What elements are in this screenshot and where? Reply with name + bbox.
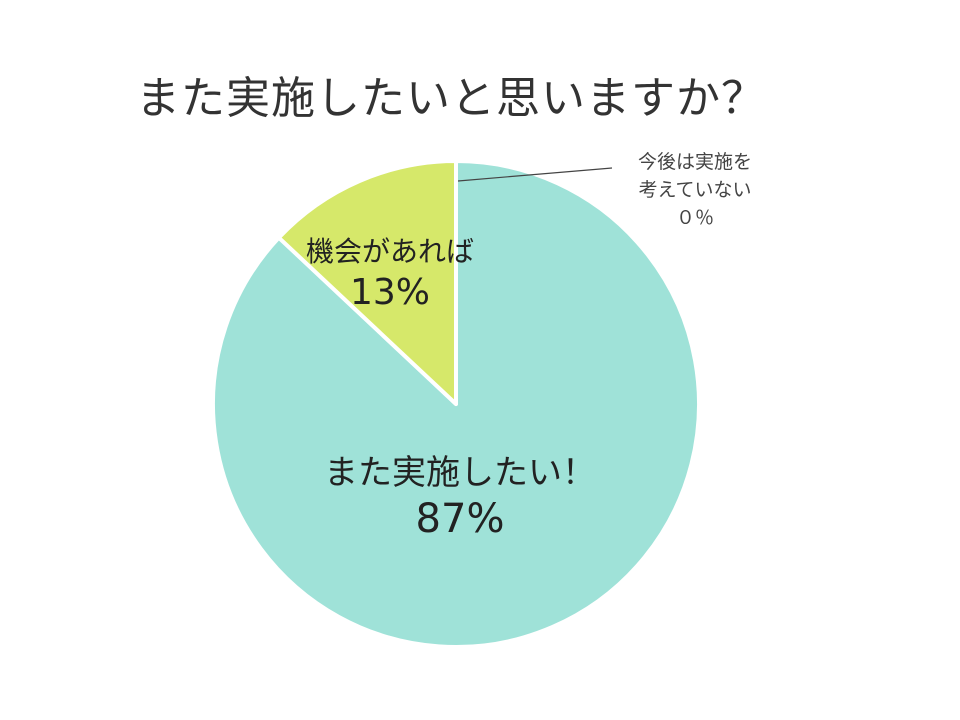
data-label-maybe: 機会があれば 13% <box>280 234 500 316</box>
slice-value-none: ０％ <box>675 207 714 229</box>
slice-label-maybe: 機会があれば <box>305 235 474 268</box>
slice-value-maybe: 13% <box>349 272 430 313</box>
chart-title: また実施したいと思いますか？ <box>136 73 766 124</box>
slice-label-none-line2: 考えていない <box>638 179 752 201</box>
slice-label-continue: また実施したい！ <box>324 453 596 493</box>
leader-line-zero-slice <box>457 167 613 182</box>
pie-slice-maybe <box>276 159 458 406</box>
pie-slices <box>211 159 701 649</box>
slice-value-continue: 87% <box>415 496 505 542</box>
data-label-none: 今後は実施を 考えていない ０％ <box>610 148 780 232</box>
slice-label-none-line1: 今後は実施を <box>637 151 752 173</box>
data-label-continue: また実施したい！ 87% <box>300 452 620 544</box>
